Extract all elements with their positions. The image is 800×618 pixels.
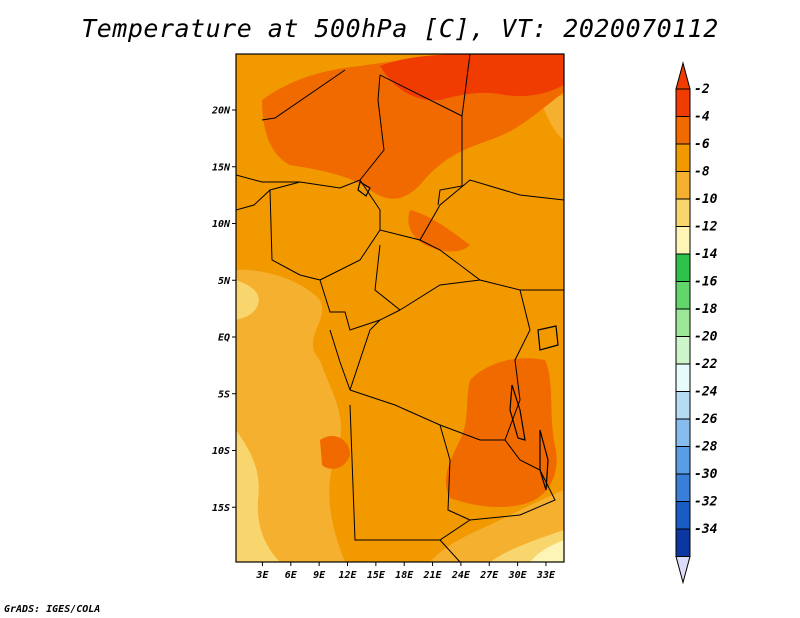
field-red-northeast [380, 54, 564, 101]
colorbar-label: -12 [694, 220, 718, 235]
field-red-orange-southeast [445, 358, 557, 508]
longitude-axis: 3E 6E 9E 12E 15E 18E 21E 24E 27E 30E 33E [255, 562, 556, 581]
colorbar-swatch [675, 253, 691, 282]
lake-chad [357, 181, 371, 197]
colorbar-swatch [675, 473, 691, 502]
lon-tick-label: 27E [479, 570, 499, 581]
colorbar-swatch [675, 391, 691, 420]
colorbar-swatch [675, 418, 691, 447]
lat-tick-label: 10N [212, 219, 231, 230]
colorbar-label: -24 [694, 385, 718, 400]
field-pale-southeast [530, 540, 564, 562]
lon-tick-label: 6E [285, 570, 298, 581]
lon-tick-label: 30E [508, 570, 528, 581]
colorbar-label: -18 [694, 302, 718, 317]
colorbar-swatch [675, 336, 691, 365]
field-yellow-southwest [236, 430, 280, 562]
lon-tick-label: 33E [536, 570, 556, 581]
colorbar-swatch [675, 308, 691, 337]
lon-tick-label: 3E [255, 570, 269, 581]
colorbar-label: -26 [694, 412, 718, 427]
lon-tick-label: 18E [395, 570, 414, 581]
colorbar-swatch [675, 363, 691, 392]
colorbar-label: -6 [694, 137, 710, 152]
lake-malawi [539, 429, 549, 491]
colorbar-label: -32 [694, 495, 718, 510]
lat-tick-label: 15S [212, 503, 230, 514]
colorbar-swatch [675, 501, 691, 530]
lat-tick-label: 15N [212, 162, 231, 173]
latitude-axis: 20N 15N 10N 5N EQ 5S 10S 15S [211, 106, 236, 514]
colorbar-swatch [675, 528, 691, 557]
lake-victoria [537, 325, 559, 351]
colorbar-label: -22 [694, 357, 718, 372]
lon-tick-label: 24E [451, 570, 471, 581]
field-red-orange-center [408, 210, 470, 252]
lat-tick-label: 5N [218, 276, 231, 287]
colorbar-swatch [675, 198, 691, 227]
colorbar: -2 -4 -6 -8 -10 -12 -14 -16 -18 -20 -22 -24 -26 -28 -3… [675, 61, 718, 585]
colorbar-swatch [675, 281, 691, 310]
colorbar-label: -10 [694, 192, 718, 207]
colorbar-swatch [675, 143, 691, 172]
lon-tick-label: 15E [367, 570, 386, 581]
lat-tick-label: 5S [218, 389, 230, 400]
colorbar-label: -34 [694, 522, 718, 537]
lake-tanganyika [509, 384, 526, 441]
colorbar-bottom-arrow [675, 556, 691, 585]
colorbar-swatch [675, 446, 691, 475]
lon-tick-label: 12E [338, 570, 357, 581]
lon-tick-label: 21E [423, 570, 443, 581]
colorbar-label: -16 [694, 275, 718, 290]
colorbar-swatch [675, 171, 691, 200]
colorbar-swatch [675, 116, 691, 145]
lat-tick-label: EQ [218, 333, 230, 344]
colorbar-top-arrow [675, 61, 691, 90]
colorbar-label: -30 [694, 467, 718, 482]
colorbar-swatch [675, 226, 691, 255]
grads-credit: GrADS: IGES/COLA [4, 604, 101, 615]
plot-frame [235, 53, 565, 563]
field-red-orange-south [320, 435, 350, 469]
colorbar-label: -28 [694, 440, 718, 455]
field-yellow-west [236, 280, 259, 320]
lon-tick-label: 9E [313, 570, 326, 581]
colorbar-swatch [675, 88, 691, 117]
colorbar-label: -20 [694, 330, 718, 345]
colorbar-label: -4 [694, 110, 710, 125]
lakes [357, 181, 559, 491]
temperature-field [236, 54, 564, 562]
colorbar-label: -14 [694, 247, 718, 262]
lat-tick-label: 10S [212, 446, 230, 457]
lat-tick-label: 20N [211, 106, 231, 117]
field-light-orange-west [236, 269, 345, 562]
colorbar-label: -2 [694, 82, 710, 97]
field-light-orange-northeast [540, 95, 564, 140]
map-title: Temperature at 500hPa [C], VT: 202007011… [81, 14, 719, 43]
colorbar-label: -8 [694, 165, 710, 180]
